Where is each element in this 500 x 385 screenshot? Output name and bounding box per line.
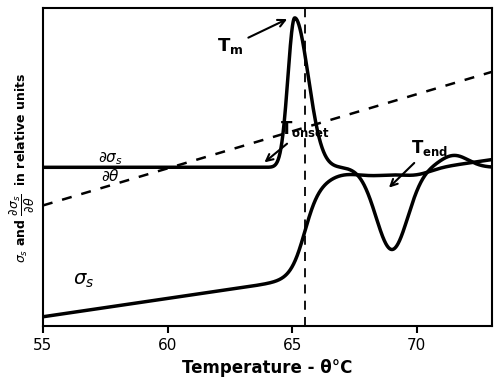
Text: $\dfrac{\partial\sigma_s}{\partial\theta}$: $\dfrac{\partial\sigma_s}{\partial\theta… bbox=[98, 151, 124, 184]
Text: $\mathbf{T_m}$: $\mathbf{T_m}$ bbox=[216, 20, 285, 57]
Text: $\mathbf{T_{end}}$: $\mathbf{T_{end}}$ bbox=[390, 138, 448, 186]
Y-axis label: $\sigma_s$ and $\dfrac{\partial\sigma_s}{\partial\theta}$  in relative units: $\sigma_s$ and $\dfrac{\partial\sigma_s}… bbox=[8, 72, 38, 263]
X-axis label: Temperature - θ°C: Temperature - θ°C bbox=[182, 359, 352, 377]
Text: $\sigma_s$: $\sigma_s$ bbox=[73, 271, 94, 290]
Text: $\mathbf{T_{onset}}$: $\mathbf{T_{onset}}$ bbox=[266, 119, 330, 161]
